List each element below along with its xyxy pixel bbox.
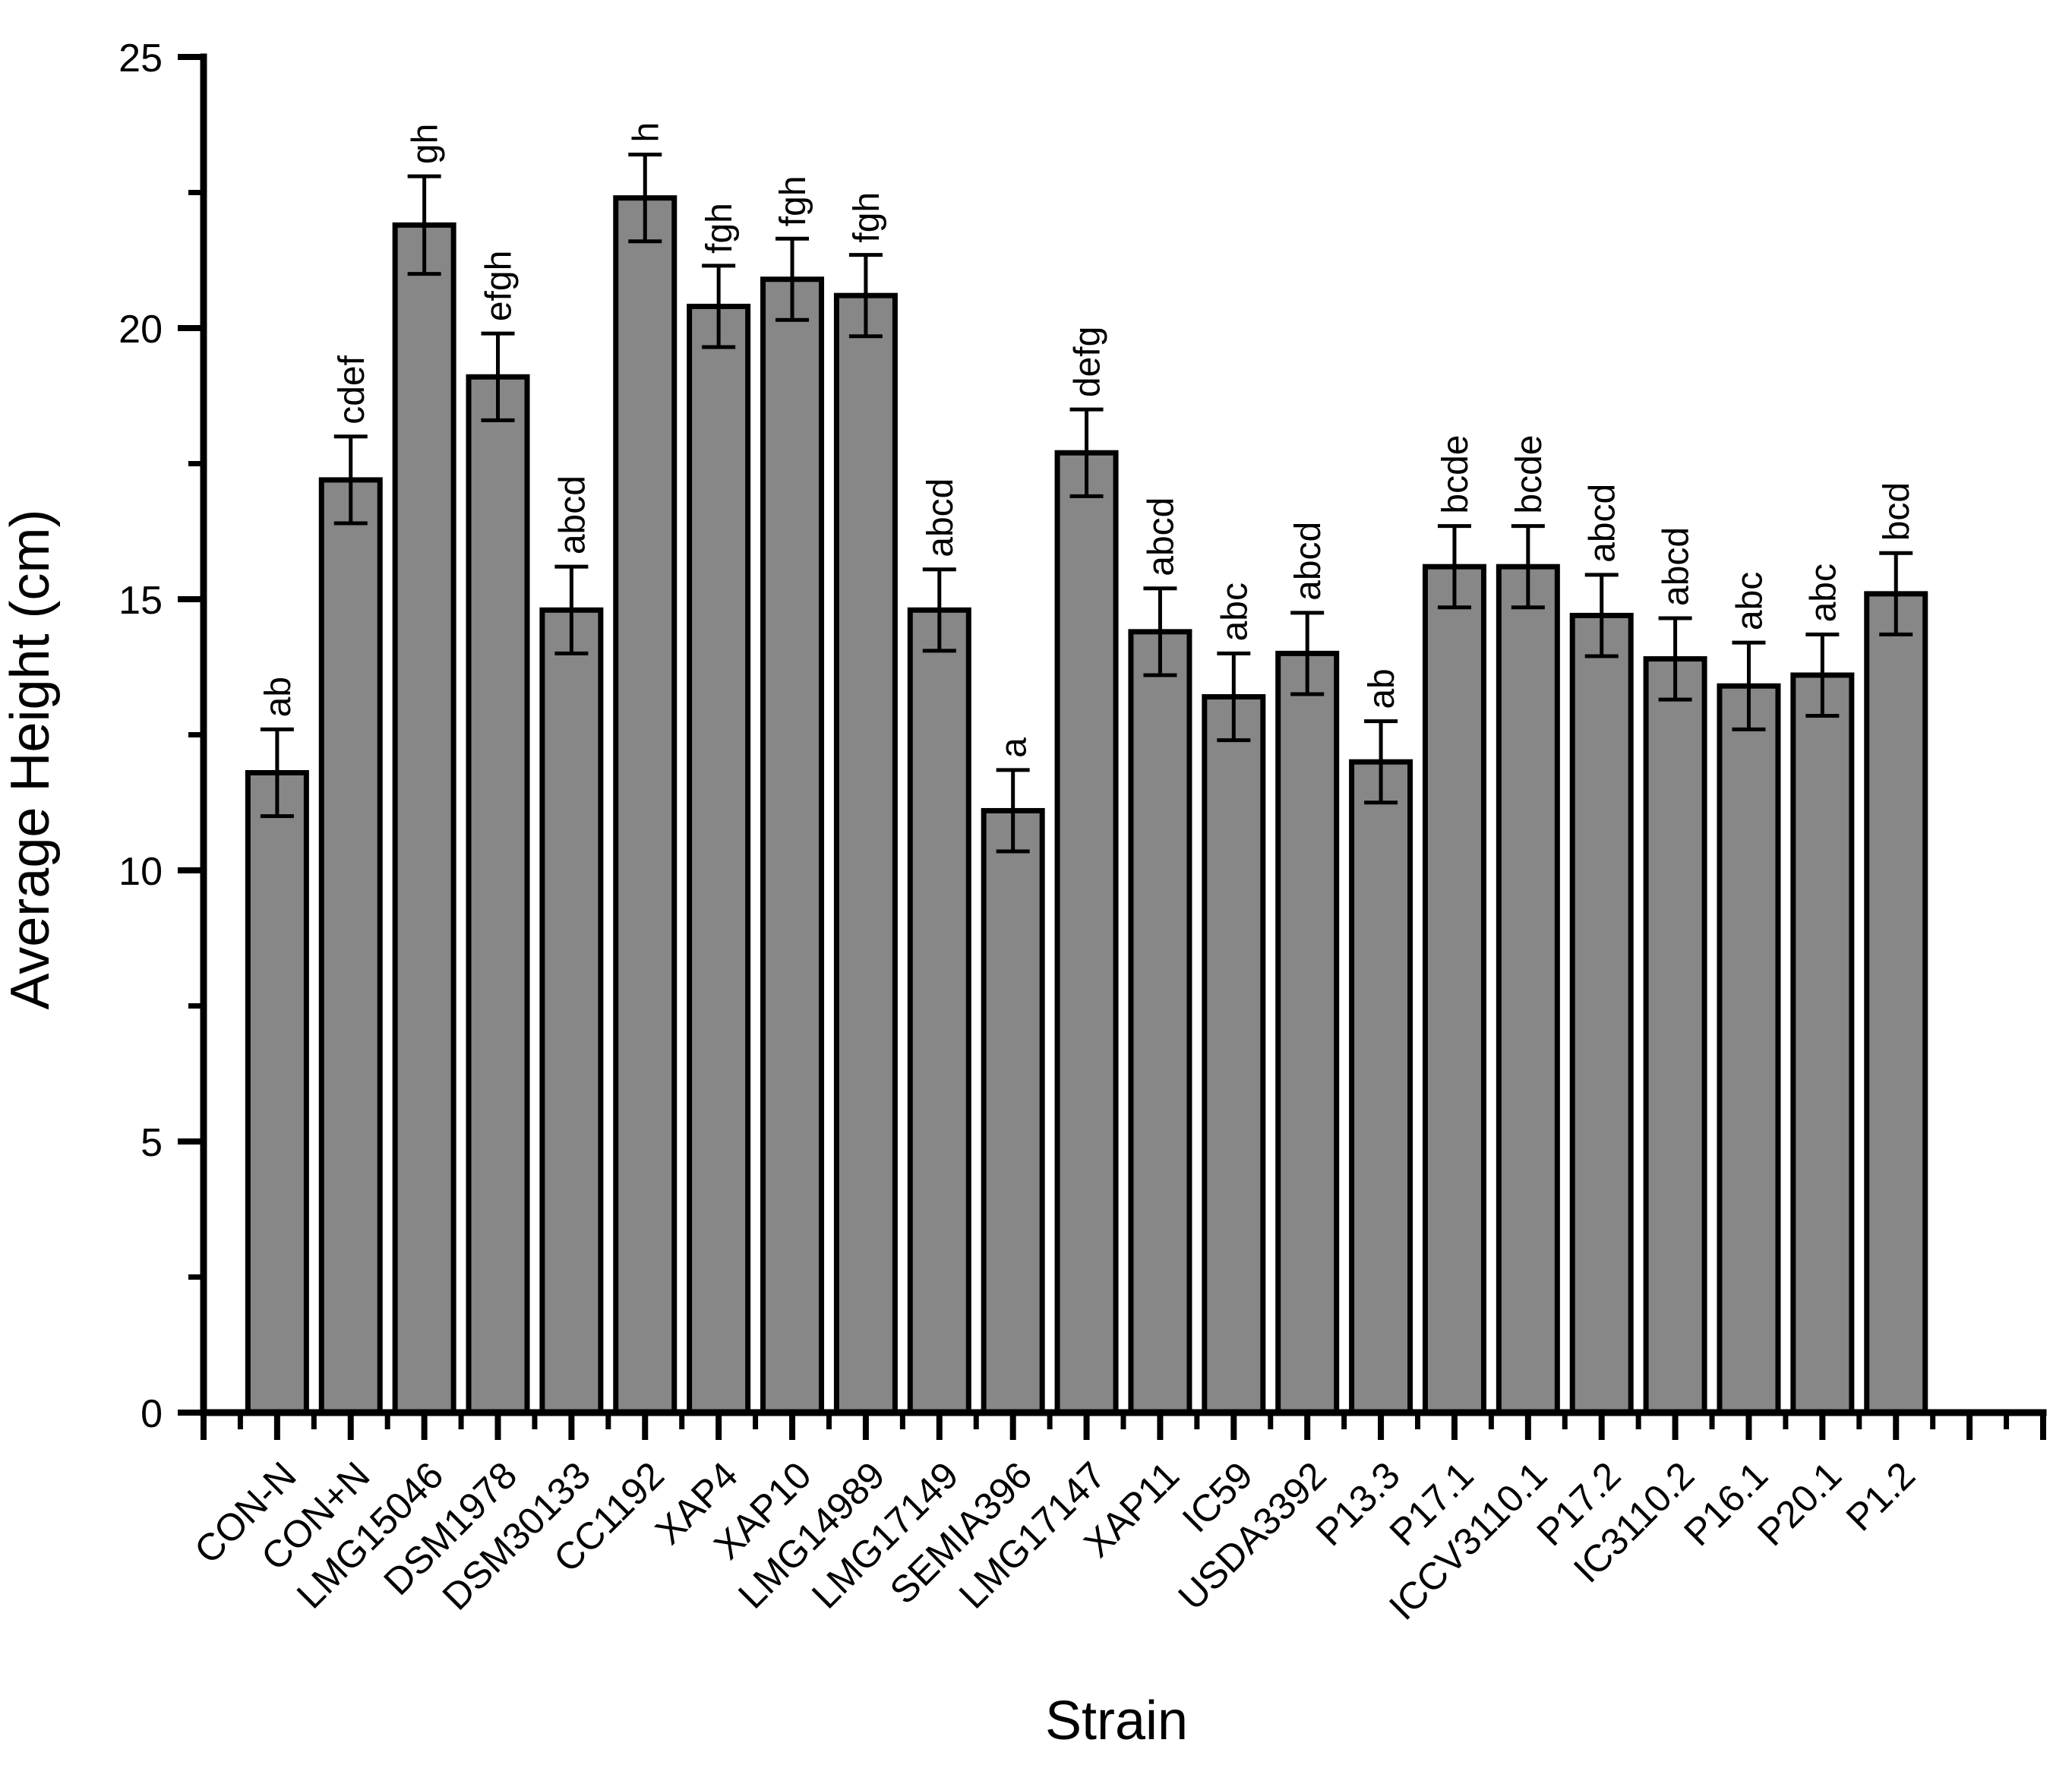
significance-letter: h: [626, 122, 666, 143]
significance-letter: fgh: [773, 175, 813, 226]
significance-letter: abcd: [1141, 497, 1181, 576]
bar-P1.2: [1864, 591, 1928, 1416]
significance-letter: fgh: [700, 203, 740, 254]
bar-SEMIA396: [981, 807, 1045, 1416]
bar-XAP11: [1128, 629, 1192, 1416]
bar-ICCV3110.1: [1496, 564, 1560, 1416]
bar-LMG15046: [392, 222, 456, 1416]
bar-P16.1: [1717, 683, 1781, 1416]
significance-letter: abcd: [552, 475, 592, 554]
significance-letter: abcd: [921, 478, 961, 557]
significance-letter: abcd: [1583, 484, 1623, 563]
bar-IC59: [1202, 694, 1266, 1416]
bar-CON+N: [318, 477, 383, 1416]
bar-XAP10: [760, 276, 825, 1416]
y-tick-label: 15: [118, 579, 163, 623]
significance-letter: bcd: [1877, 482, 1917, 541]
bar-LMG17147: [1054, 450, 1119, 1416]
x-tick-label-P1.2: P1.2: [1838, 1454, 1923, 1539]
significance-letter: defg: [1068, 327, 1108, 397]
significance-letter: efgh: [479, 251, 520, 321]
bar-USDA3392: [1275, 650, 1340, 1416]
significance-letter: abcd: [1657, 527, 1697, 606]
significance-letter: abc: [1729, 572, 1770, 630]
error-bars-layer: [260, 153, 1913, 854]
bar-CON-N: [245, 769, 309, 1416]
significance-letter: fgh: [847, 192, 887, 243]
bar-LMG14989: [833, 292, 898, 1416]
x-tick-label-P20.1: P20.1: [1749, 1454, 1849, 1554]
bar-P17.1: [1422, 564, 1486, 1416]
bar-P13.3: [1349, 759, 1413, 1416]
y-tick-label: 0: [141, 1392, 163, 1436]
bar-P20.1: [1790, 672, 1855, 1416]
bar-P17.2: [1569, 612, 1634, 1416]
significance-letter: a: [994, 737, 1034, 758]
x-tick-label-P13.3: P13.3: [1308, 1454, 1408, 1554]
significance-letter: abcd: [1288, 522, 1328, 601]
bar-CC1192: [613, 195, 678, 1416]
significance-letter: abc: [1214, 583, 1255, 641]
significance-letter: bcde: [1436, 435, 1476, 514]
bar-XAP4: [687, 303, 751, 1416]
significance-letter: ab: [258, 677, 298, 717]
y-tick-label: 10: [118, 850, 163, 894]
y-tick-label: 5: [141, 1121, 163, 1165]
significance-letter: ab: [1362, 668, 1402, 709]
y-tick-label: 20: [118, 308, 163, 352]
y-tick-label: 25: [118, 36, 163, 81]
x-axis-title: Strain: [1045, 1691, 1188, 1751]
bar-IC3110.2: [1643, 656, 1707, 1416]
significance-letter: cdef: [332, 355, 372, 424]
bar-DSM30133: [539, 607, 604, 1416]
bar-LMG17149: [907, 607, 971, 1416]
significance-letter: gh: [406, 124, 446, 164]
y-axis-title: Average Height (cm): [0, 510, 61, 1010]
significance-letter: abc: [1803, 564, 1843, 622]
axes-layer: [178, 53, 2047, 1440]
significance-letter: bcde: [1509, 435, 1549, 514]
x-tick-label-P16.1: P16.1: [1676, 1454, 1776, 1554]
bar-DSM1978: [466, 374, 530, 1416]
